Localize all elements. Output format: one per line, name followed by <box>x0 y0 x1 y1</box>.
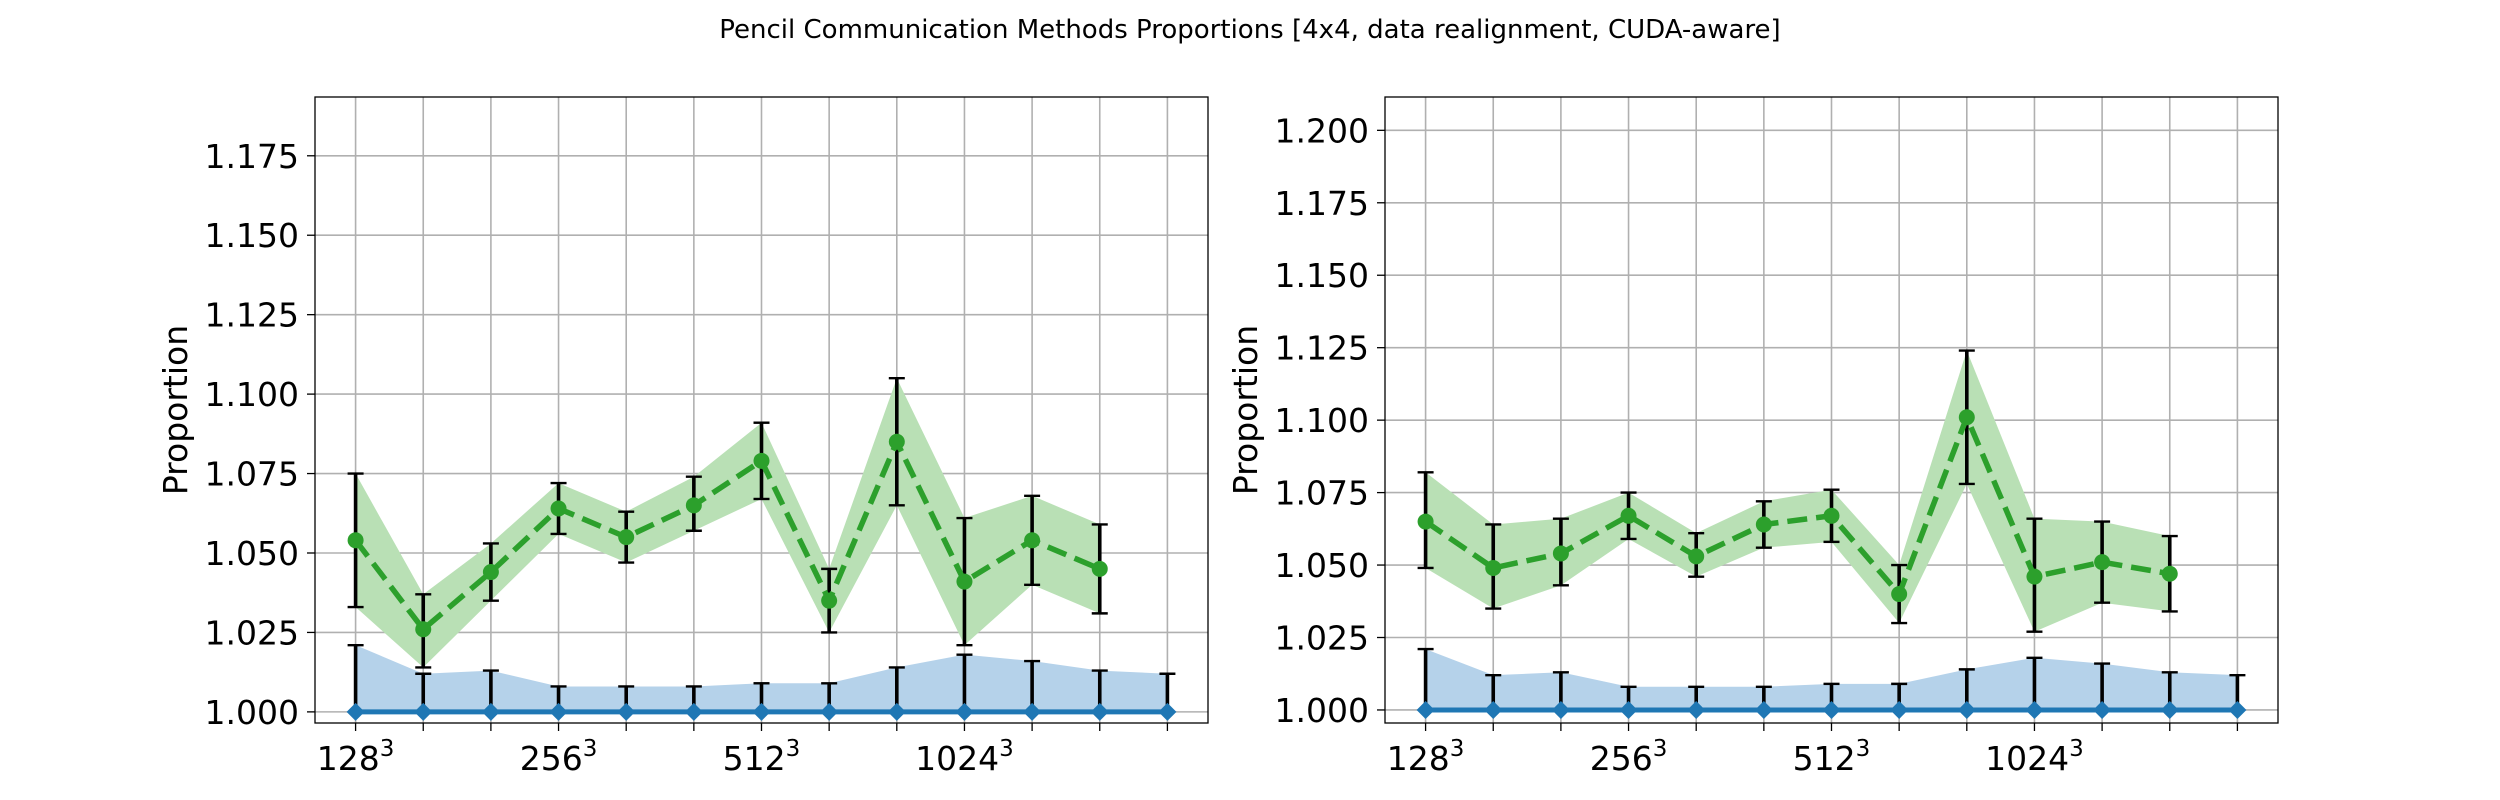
data-point <box>1484 700 1503 719</box>
data-point <box>346 702 365 721</box>
data-point <box>481 702 500 721</box>
y-axis: 1.000 1.025 1.050 1.075 1.100 1.125 1.150 1.175… <box>1275 111 1385 730</box>
data-point <box>1958 409 1975 426</box>
x-tick-label: 10243 <box>1985 736 2084 778</box>
data-point <box>347 532 364 549</box>
data-point <box>549 702 568 721</box>
error-bar <box>1417 647 1434 710</box>
data-point <box>753 452 770 469</box>
baseline-series <box>1416 647 2247 719</box>
data-point <box>1823 507 1840 524</box>
error-bar <box>347 643 364 712</box>
method-band <box>355 378 1100 668</box>
data-point <box>1417 513 1434 530</box>
data-point <box>1891 586 1908 603</box>
right-chart: 1.000 1.025 1.050 1.075 1.100 1.125 1.150 1.175… <box>1226 96 2279 778</box>
data-point <box>1158 702 1177 721</box>
y-tick-label: 1.100 <box>205 375 299 414</box>
data-point <box>1551 700 1570 719</box>
data-point <box>1023 702 1042 721</box>
y-tick-label: 1.050 <box>1275 546 1369 585</box>
data-point <box>956 573 973 590</box>
data-point <box>414 702 433 721</box>
data-point <box>2094 554 2111 571</box>
x-tick-label: 5123 <box>1793 736 1871 778</box>
data-point <box>1416 700 1435 719</box>
y-tick-label: 1.150 <box>1275 256 1369 295</box>
data-point <box>1091 560 1108 577</box>
y-tick-label: 1.150 <box>205 216 299 255</box>
x-tick-label: 10243 <box>915 736 1014 778</box>
data-point <box>684 702 703 721</box>
method-series <box>347 377 1108 669</box>
figure-suptitle: Pencil Communication Methods Proportions… <box>719 15 1780 45</box>
data-point <box>617 702 636 721</box>
data-point <box>1754 700 1773 719</box>
data-point <box>550 500 567 517</box>
data-point <box>955 702 974 721</box>
y-axis-label: Proportion <box>156 325 195 495</box>
data-point <box>2160 700 2179 719</box>
data-point <box>2093 700 2112 719</box>
data-point <box>1552 545 1569 562</box>
data-point <box>887 702 906 721</box>
y-tick-label: 1.025 <box>205 613 299 652</box>
y-tick-label: 1.075 <box>205 455 299 494</box>
axes-frame <box>1384 96 2279 724</box>
data-point <box>1620 507 1637 524</box>
y-tick-label: 1.100 <box>1275 401 1369 440</box>
baseline-series <box>346 643 1177 721</box>
method-line <box>1424 414 2171 597</box>
data-point <box>1687 700 1706 719</box>
data-point <box>888 433 905 450</box>
x-axis: 1283 2563 5123 10243 <box>317 723 1169 778</box>
method-series <box>1417 349 2178 633</box>
axes-frame <box>314 96 1209 724</box>
data-point <box>1755 516 1772 533</box>
x-tick-label: 2563 <box>1590 736 1668 778</box>
left-chart: 1.000 1.025 1.050 1.075 1.100 1.125 1.150 1.175… <box>156 96 1209 778</box>
grid <box>1385 97 2278 723</box>
data-point <box>618 529 635 546</box>
y-tick-label: 1.000 <box>205 693 299 732</box>
x-tick-label: 5123 <box>723 736 801 778</box>
data-point <box>482 564 499 581</box>
y-tick-label: 1.175 <box>1275 184 1369 223</box>
data-point <box>1090 702 1109 721</box>
data-point <box>1619 700 1638 719</box>
data-point <box>2228 700 2247 719</box>
data-point <box>820 702 839 721</box>
data-point <box>821 592 838 609</box>
data-point <box>1688 548 1705 565</box>
y-tick-label: 1.125 <box>1275 329 1369 368</box>
y-tick-label: 1.200 <box>1275 111 1369 150</box>
method-line <box>353 439 1101 633</box>
data-point <box>1957 700 1976 719</box>
data-point <box>1822 700 1841 719</box>
y-tick-label: 1.000 <box>1275 691 1369 730</box>
error-bar <box>956 653 973 712</box>
data-point <box>752 702 771 721</box>
y-tick-label: 1.075 <box>1275 474 1369 513</box>
x-tick-label: 2563 <box>520 736 598 778</box>
data-point <box>2026 568 2043 585</box>
y-tick-label: 1.025 <box>1275 619 1369 658</box>
y-tick-label: 1.175 <box>205 137 299 176</box>
data-point <box>1024 532 1041 549</box>
x-tick-label: 1283 <box>317 736 395 778</box>
data-point <box>415 621 432 638</box>
y-axis-label: Proportion <box>1226 325 1265 495</box>
data-point <box>685 497 702 514</box>
x-tick-label: 1283 <box>1387 736 1465 778</box>
y-tick-label: 1.125 <box>205 296 299 335</box>
data-point <box>2025 700 2044 719</box>
method-band <box>1425 350 2170 632</box>
data-point <box>1485 559 1502 576</box>
x-axis: 1283 2563 5123 10243 <box>1387 723 2239 778</box>
data-point <box>1890 700 1909 719</box>
data-point <box>2161 565 2178 582</box>
y-tick-label: 1.050 <box>205 534 299 573</box>
y-axis: 1.000 1.025 1.050 1.075 1.100 1.125 1.150 1.175 <box>205 137 315 732</box>
